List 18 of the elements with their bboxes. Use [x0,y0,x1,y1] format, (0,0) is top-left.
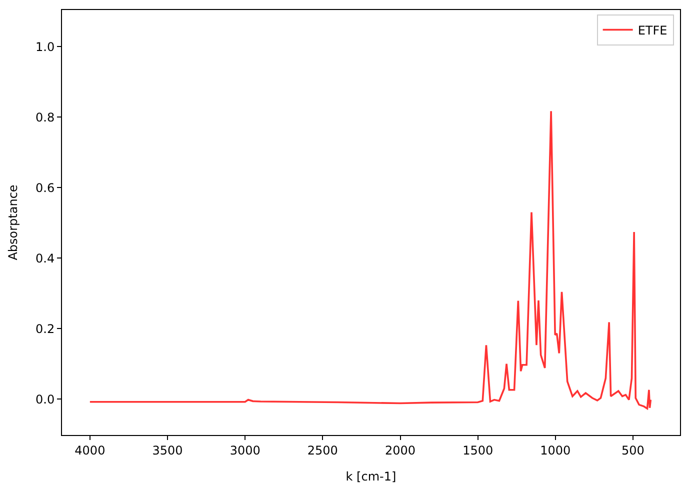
x-tick-label: 500 [622,443,644,458]
y-tick-label: 1.0 [36,40,55,54]
y-tick-label: 0.6 [36,180,55,195]
y-tick-label: 0.2 [36,322,55,336]
line-series [89,110,652,410]
legend-label: ETFE [638,23,668,38]
x-tick-label: 4000 [74,443,106,458]
x-axis-title: k [cm-1] [346,469,396,484]
x-tick-label: 2000 [384,443,416,458]
x-tick-label: 2500 [307,443,338,458]
x-tick-label: 3000 [230,443,260,458]
y-axis-title: Absorptance [6,184,20,260]
x-tick-label: 1500 [462,443,494,458]
x-tick-label: 1000 [540,443,571,458]
x-tick-label: 3500 [152,443,183,458]
y-tick-label: 0.8 [36,110,55,124]
y-tick-label: 0.0 [36,392,55,406]
y-tick-label: 0.4 [36,251,55,266]
